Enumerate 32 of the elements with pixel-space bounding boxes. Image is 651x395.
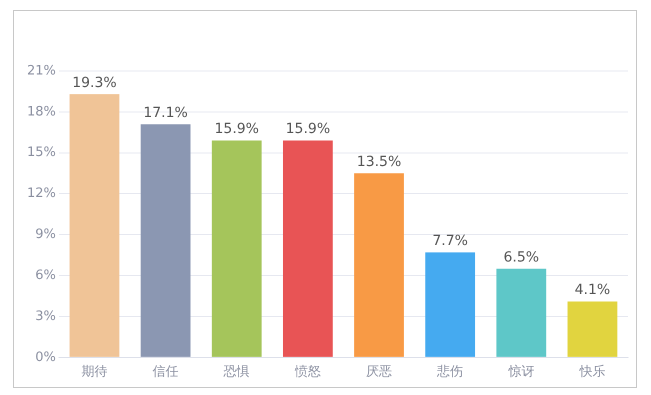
x-tick-label: 悲伤 xyxy=(436,364,464,380)
bar xyxy=(140,124,190,357)
y-tick-label: 9% xyxy=(35,227,56,242)
x-tick-label: 惊讶 xyxy=(507,364,534,380)
y-tick-label: 0% xyxy=(35,350,56,365)
bar xyxy=(568,301,618,357)
data-label: 19.3% xyxy=(72,74,117,91)
data-label: 4.1% xyxy=(574,282,610,298)
data-label: 13.5% xyxy=(356,154,402,170)
data-label: 7.7% xyxy=(432,233,468,250)
bar xyxy=(212,140,262,357)
x-tick-label: 期待 xyxy=(81,364,108,380)
x-tick-label: 愤怒 xyxy=(294,364,321,380)
data-label: 17.1% xyxy=(143,104,188,121)
y-tick-label: 3% xyxy=(35,308,56,324)
bar xyxy=(354,173,404,357)
data-label: 15.9% xyxy=(214,121,259,138)
y-tick-label: 18% xyxy=(26,104,56,120)
data-label: 15.9% xyxy=(286,121,330,138)
y-tick-label: 21% xyxy=(26,63,56,78)
x-tick-label: 厌恶 xyxy=(366,364,392,380)
x-tick-label: 恐惧 xyxy=(222,364,250,380)
bar xyxy=(70,94,120,357)
bar xyxy=(282,140,333,357)
x-tick-label: 快乐 xyxy=(578,364,606,380)
y-tick-label: 12% xyxy=(26,186,56,202)
bar xyxy=(496,268,546,357)
bar xyxy=(425,252,476,357)
y-tick-label: 6% xyxy=(35,268,56,283)
x-tick-label: 信任 xyxy=(152,364,179,380)
y-tick-label: 15% xyxy=(26,145,56,160)
data-label: 6.5% xyxy=(504,249,540,266)
